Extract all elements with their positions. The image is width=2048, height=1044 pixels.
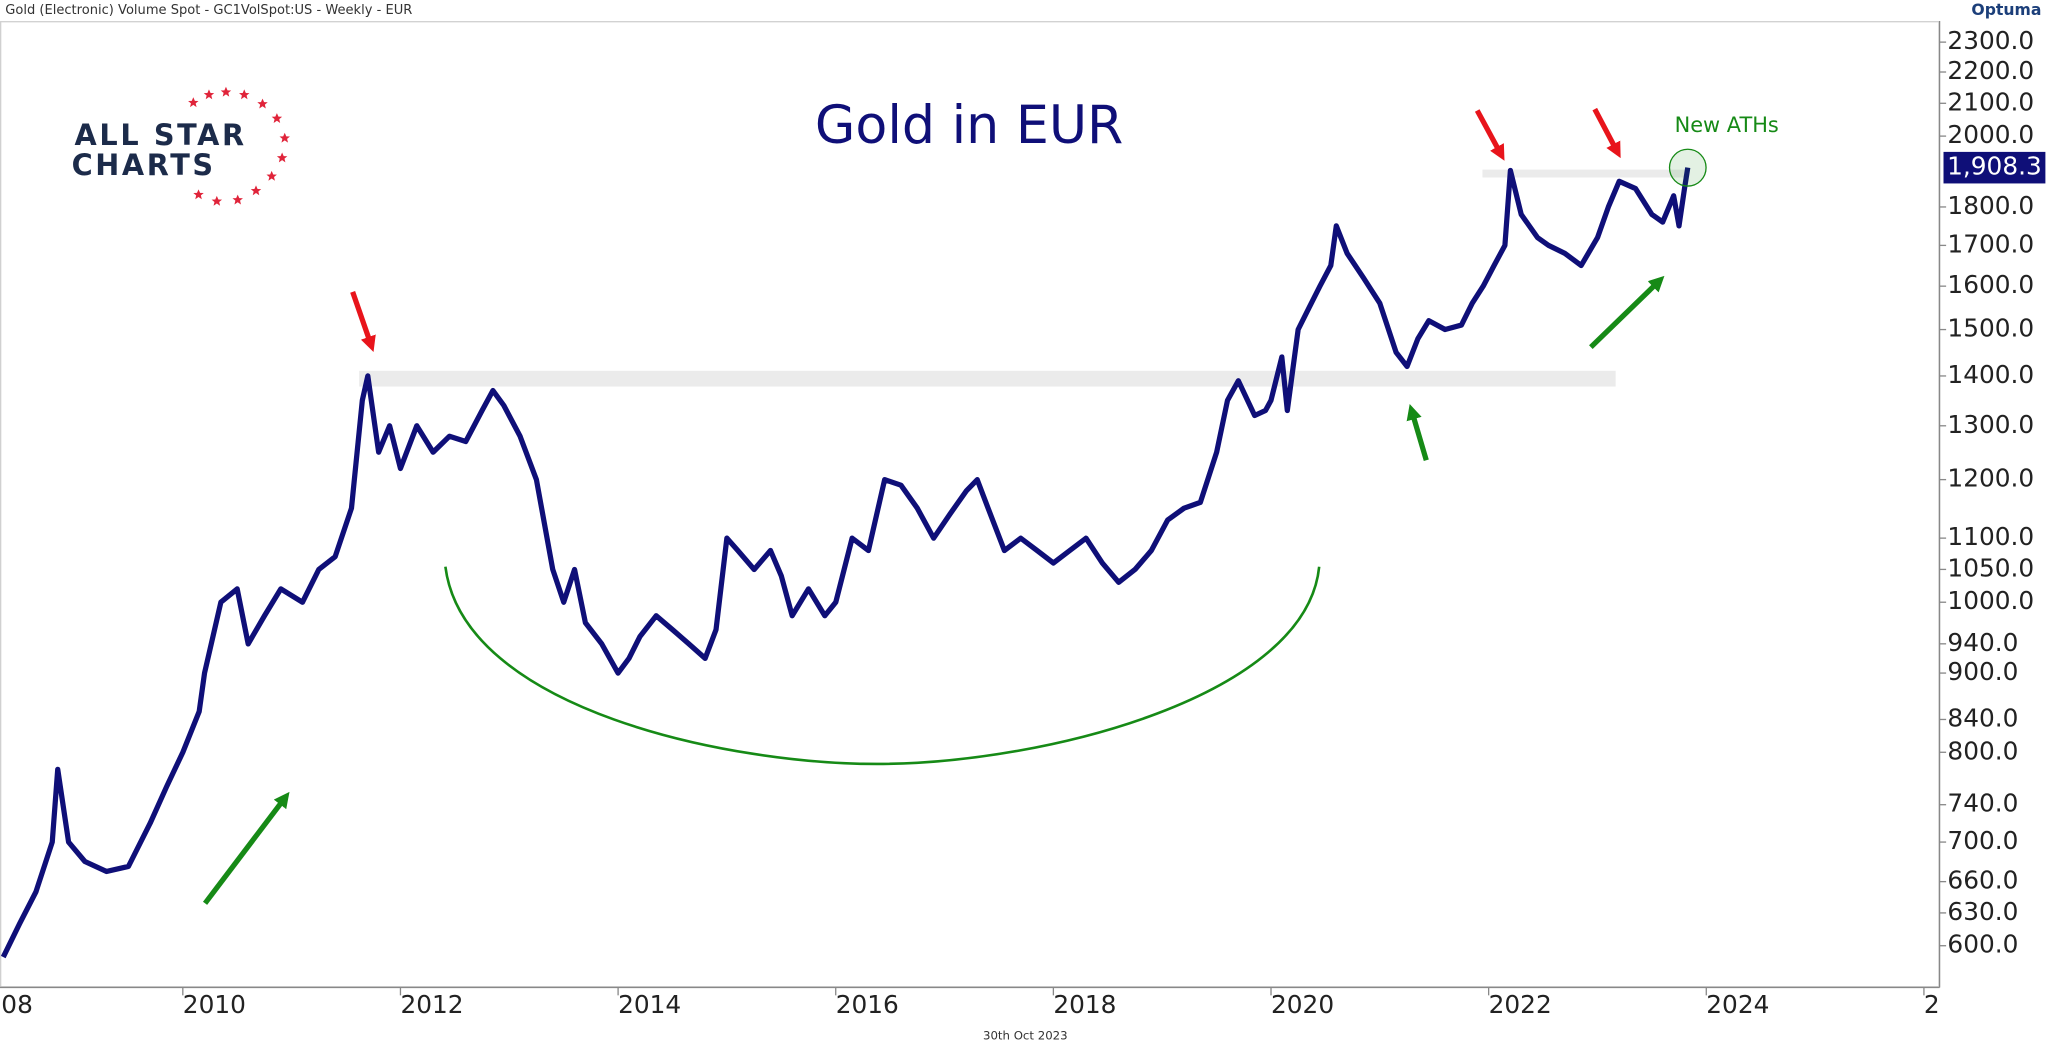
price-label: 1,908.3 — [1947, 152, 2042, 181]
x-tick-label: 2 — [1924, 990, 1940, 1019]
price-line — [0, 167, 1691, 959]
annotation: New ATHs — [1675, 113, 1779, 137]
resistance-band — [359, 370, 1616, 387]
y-tick-label: 1600.0 — [1947, 270, 2034, 299]
y-tick-label: 600.0 — [1947, 930, 2018, 959]
y-tick-label: 2100.0 — [1947, 87, 2034, 116]
resistance-band — [1482, 169, 1685, 178]
x-tick-label: 2010 — [183, 990, 246, 1019]
x-tick-label: 2024 — [1706, 990, 1769, 1019]
x-tick-label: 08 — [1, 990, 33, 1019]
y-tick-label: 740.0 — [1947, 789, 2018, 818]
y-tick-label: 700.0 — [1947, 826, 2018, 855]
x-tick-label: 2022 — [1489, 990, 1552, 1019]
y-tick-label: 800.0 — [1947, 736, 2018, 765]
y-tick-label: 1000.0 — [1947, 586, 2034, 615]
price-label-box — [1943, 151, 2046, 184]
y-tick-label: 1300.0 — [1947, 410, 2034, 439]
x-tick-label: 2020 — [1271, 990, 1334, 1019]
y-tick-label: 2300.0 — [1947, 26, 2034, 55]
logo-text: CHARTS — [72, 148, 216, 182]
y-tick-label: 840.0 — [1947, 703, 2018, 732]
x-labels: 08 2010 2012 2014 2016 2018 2020 2022 2024 2 — [1, 990, 1939, 1019]
x-tick-label: 2016 — [836, 990, 899, 1019]
header: Gold (Electronic) Volume Spot - GC1VolSp… — [5, 3, 412, 18]
brand: Optuma — [1971, 0, 2041, 19]
y-tick-label: 1400.0 — [1947, 360, 2034, 389]
x-tick-label: 2014 — [618, 990, 681, 1019]
x-tick-label: 2018 — [1053, 990, 1116, 1019]
base-arc — [444, 566, 1321, 766]
y-tick-label: 900.0 — [1947, 657, 2018, 686]
logo-text: ALL STAR — [75, 118, 247, 152]
chart-title: Gold in EUR — [815, 95, 1123, 156]
arrows — [202, 107, 1665, 905]
y-tick-label: 1800.0 — [1947, 191, 2034, 220]
y-tick-label: 2200.0 — [1947, 56, 2034, 85]
y-tick-label: 1500.0 — [1947, 314, 2034, 343]
ath-highlight — [1668, 148, 1707, 187]
y-tick-label: 1200.0 — [1947, 464, 2034, 493]
y-tick-label: 630.0 — [1947, 897, 2018, 926]
y-tick-label: 940.0 — [1947, 628, 2018, 657]
footer: 30th Oct 2023 — [983, 1029, 1068, 1043]
y-tick-label: 1050.0 — [1947, 553, 2034, 582]
y-tick-label: 1100.0 — [1947, 522, 2034, 551]
y-tick-label: 1700.0 — [1947, 229, 2034, 258]
x-tick-label: 2012 — [400, 990, 463, 1019]
y-tick-label: 2000.0 — [1947, 120, 2034, 149]
y-tick-label: 660.0 — [1947, 866, 2018, 895]
